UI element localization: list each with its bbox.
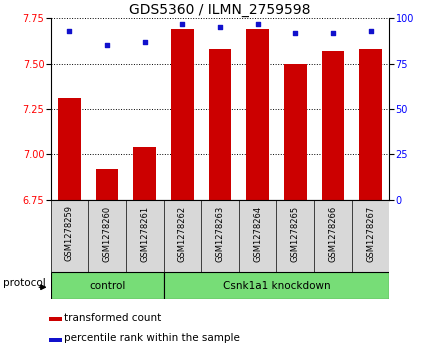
Point bbox=[216, 24, 224, 30]
Bar bbox=[284, 64, 307, 200]
Text: GSM1278267: GSM1278267 bbox=[366, 205, 375, 262]
Bar bbox=[322, 51, 344, 200]
Point bbox=[330, 30, 337, 36]
Text: GSM1278259: GSM1278259 bbox=[65, 205, 74, 261]
Text: GSM1278263: GSM1278263 bbox=[216, 205, 224, 262]
Text: GSM1278261: GSM1278261 bbox=[140, 205, 149, 262]
Point bbox=[179, 21, 186, 26]
Text: control: control bbox=[89, 281, 125, 291]
Bar bbox=[49, 317, 62, 321]
Bar bbox=[133, 147, 156, 200]
Text: GSM1278264: GSM1278264 bbox=[253, 205, 262, 262]
Bar bbox=[164, 272, 389, 299]
Text: percentile rank within the sample: percentile rank within the sample bbox=[64, 334, 240, 343]
Bar bbox=[58, 98, 81, 200]
Text: Csnk1a1 knockdown: Csnk1a1 knockdown bbox=[223, 281, 330, 291]
Text: GSM1278265: GSM1278265 bbox=[291, 205, 300, 262]
Bar bbox=[51, 272, 164, 299]
Text: transformed count: transformed count bbox=[64, 313, 161, 323]
Bar bbox=[209, 49, 231, 200]
Text: GSM1278260: GSM1278260 bbox=[103, 205, 112, 262]
Bar bbox=[96, 169, 118, 200]
Point bbox=[103, 42, 110, 48]
Point bbox=[292, 30, 299, 36]
Point bbox=[66, 28, 73, 34]
Text: GSM1278262: GSM1278262 bbox=[178, 205, 187, 262]
Bar bbox=[171, 29, 194, 200]
Point bbox=[141, 39, 148, 45]
Bar bbox=[359, 49, 382, 200]
Point bbox=[254, 21, 261, 26]
Text: GSM1278266: GSM1278266 bbox=[328, 205, 337, 262]
Bar bbox=[246, 29, 269, 200]
Point bbox=[367, 28, 374, 34]
Bar bbox=[49, 338, 62, 342]
Title: GDS5360 / ILMN_2759598: GDS5360 / ILMN_2759598 bbox=[129, 3, 311, 17]
Text: protocol: protocol bbox=[3, 278, 45, 288]
